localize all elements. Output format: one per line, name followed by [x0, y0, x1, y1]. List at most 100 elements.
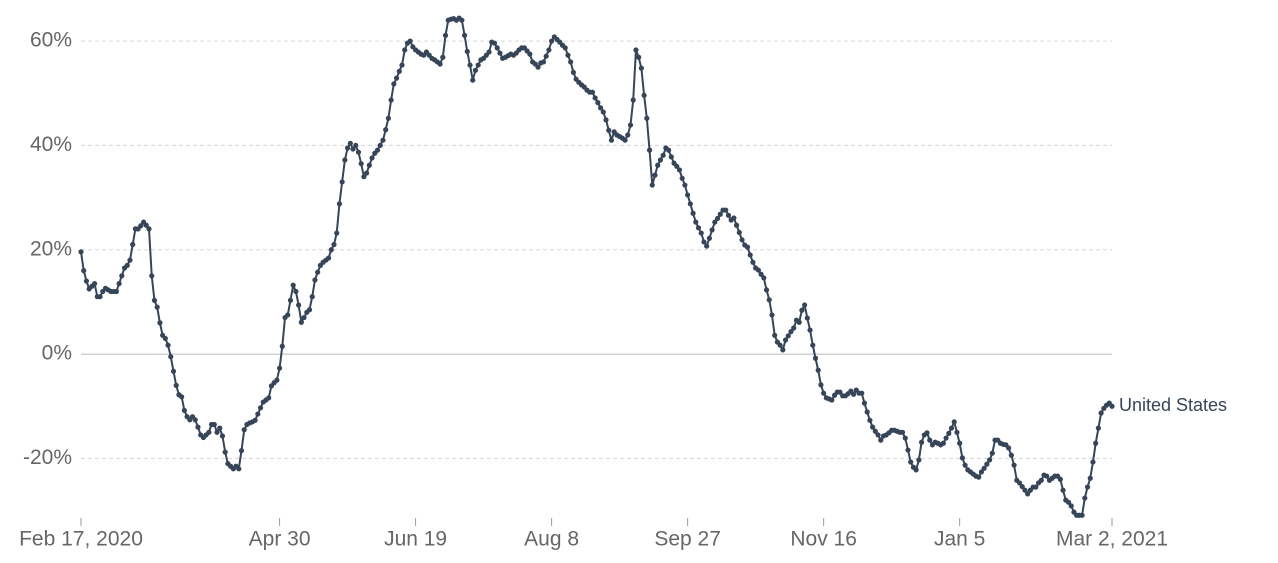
- data-point: [399, 62, 405, 68]
- data-point: [562, 45, 568, 51]
- data-point: [472, 67, 479, 73]
- data-point: [461, 32, 468, 38]
- data-point: [1109, 403, 1115, 409]
- data-point: [81, 268, 87, 274]
- data-point: [850, 391, 857, 397]
- data-point: [1044, 473, 1050, 479]
- data-point: [78, 249, 84, 255]
- data-point: [627, 122, 634, 128]
- data-point: [309, 294, 315, 300]
- data-point: [1006, 445, 1012, 451]
- data-point: [116, 281, 122, 287]
- data-point: [682, 182, 688, 188]
- data-point: [296, 302, 302, 308]
- x-tick-label: Jan 5: [934, 528, 985, 551]
- data-point: [143, 222, 149, 228]
- data-point: [777, 342, 783, 348]
- data-point: [391, 81, 397, 87]
- data-point: [755, 267, 761, 273]
- data-point: [747, 252, 753, 258]
- data-point: [257, 405, 264, 411]
- data-point: [818, 382, 824, 388]
- data-point: [948, 425, 955, 431]
- data-point: [1022, 487, 1028, 493]
- data-point: [804, 315, 810, 321]
- data-point: [878, 437, 884, 443]
- data-point: [600, 109, 606, 115]
- data-point: [464, 48, 470, 55]
- data-point: [407, 38, 413, 44]
- data-point: [984, 461, 990, 467]
- data-point: [870, 424, 876, 430]
- data-point: [976, 474, 982, 480]
- data-point: [1068, 503, 1074, 509]
- data-point: [660, 152, 666, 158]
- data-point: [676, 167, 683, 173]
- data-point: [959, 455, 965, 461]
- data-point: [540, 59, 547, 65]
- data-point: [693, 219, 699, 225]
- data-point: [644, 115, 650, 121]
- data-point: [641, 92, 647, 98]
- data-point: [334, 230, 340, 236]
- data-point: [723, 207, 729, 213]
- data-point: [763, 287, 770, 293]
- data-point: [527, 51, 533, 57]
- data-point: [151, 297, 158, 303]
- data-point: [214, 429, 220, 435]
- data-point: [168, 354, 174, 360]
- data-point: [606, 127, 612, 133]
- data-point: [916, 457, 922, 463]
- data-point: [124, 262, 130, 268]
- data-point: [872, 428, 878, 434]
- data-point: [1087, 475, 1093, 481]
- data-point: [336, 201, 343, 207]
- data-point: [927, 437, 933, 443]
- data-point: [293, 288, 299, 295]
- data-point: [655, 162, 661, 168]
- data-point: [1008, 452, 1014, 458]
- x-tick-label: Mar 2, 2021: [1056, 528, 1168, 551]
- data-point: [355, 149, 362, 155]
- x-tick-label: Sep 27: [654, 528, 721, 551]
- data-point: [549, 38, 555, 44]
- data-point: [981, 465, 987, 471]
- data-point: [154, 304, 160, 310]
- data-point: [1025, 491, 1031, 497]
- data-point: [181, 407, 187, 414]
- data-point: [918, 439, 925, 445]
- data-point: [347, 140, 353, 146]
- data-point: [772, 332, 778, 338]
- data-point: [396, 68, 402, 74]
- data-point: [1079, 512, 1085, 518]
- data-point: [665, 147, 672, 153]
- x-tick-label: Feb 17, 2020: [19, 528, 143, 551]
- data-point: [625, 132, 631, 138]
- data-point: [442, 32, 449, 38]
- x-tick-label: Aug 8: [524, 528, 579, 551]
- data-point: [902, 435, 908, 441]
- data-point: [165, 342, 171, 348]
- data-point: [829, 397, 835, 403]
- data-point: [690, 210, 696, 216]
- data-point: [633, 47, 639, 53]
- series-line: [80, 17, 1113, 517]
- data-point: [701, 239, 707, 245]
- data-point: [687, 201, 693, 207]
- data-point: [222, 449, 228, 455]
- data-point: [1016, 480, 1023, 486]
- data-point: [1060, 487, 1066, 493]
- data-point: [383, 127, 389, 133]
- data-point: [712, 219, 718, 225]
- data-point: [739, 237, 745, 243]
- data-point: [1033, 484, 1039, 490]
- data-point: [179, 394, 185, 400]
- data-point: [219, 433, 226, 439]
- data-point: [173, 382, 179, 388]
- x-tick-label: Nov 16: [790, 528, 857, 551]
- data-point: [127, 257, 133, 263]
- data-point: [211, 421, 217, 428]
- data-point: [638, 65, 644, 71]
- data-point: [731, 215, 737, 221]
- data-point: [769, 312, 775, 318]
